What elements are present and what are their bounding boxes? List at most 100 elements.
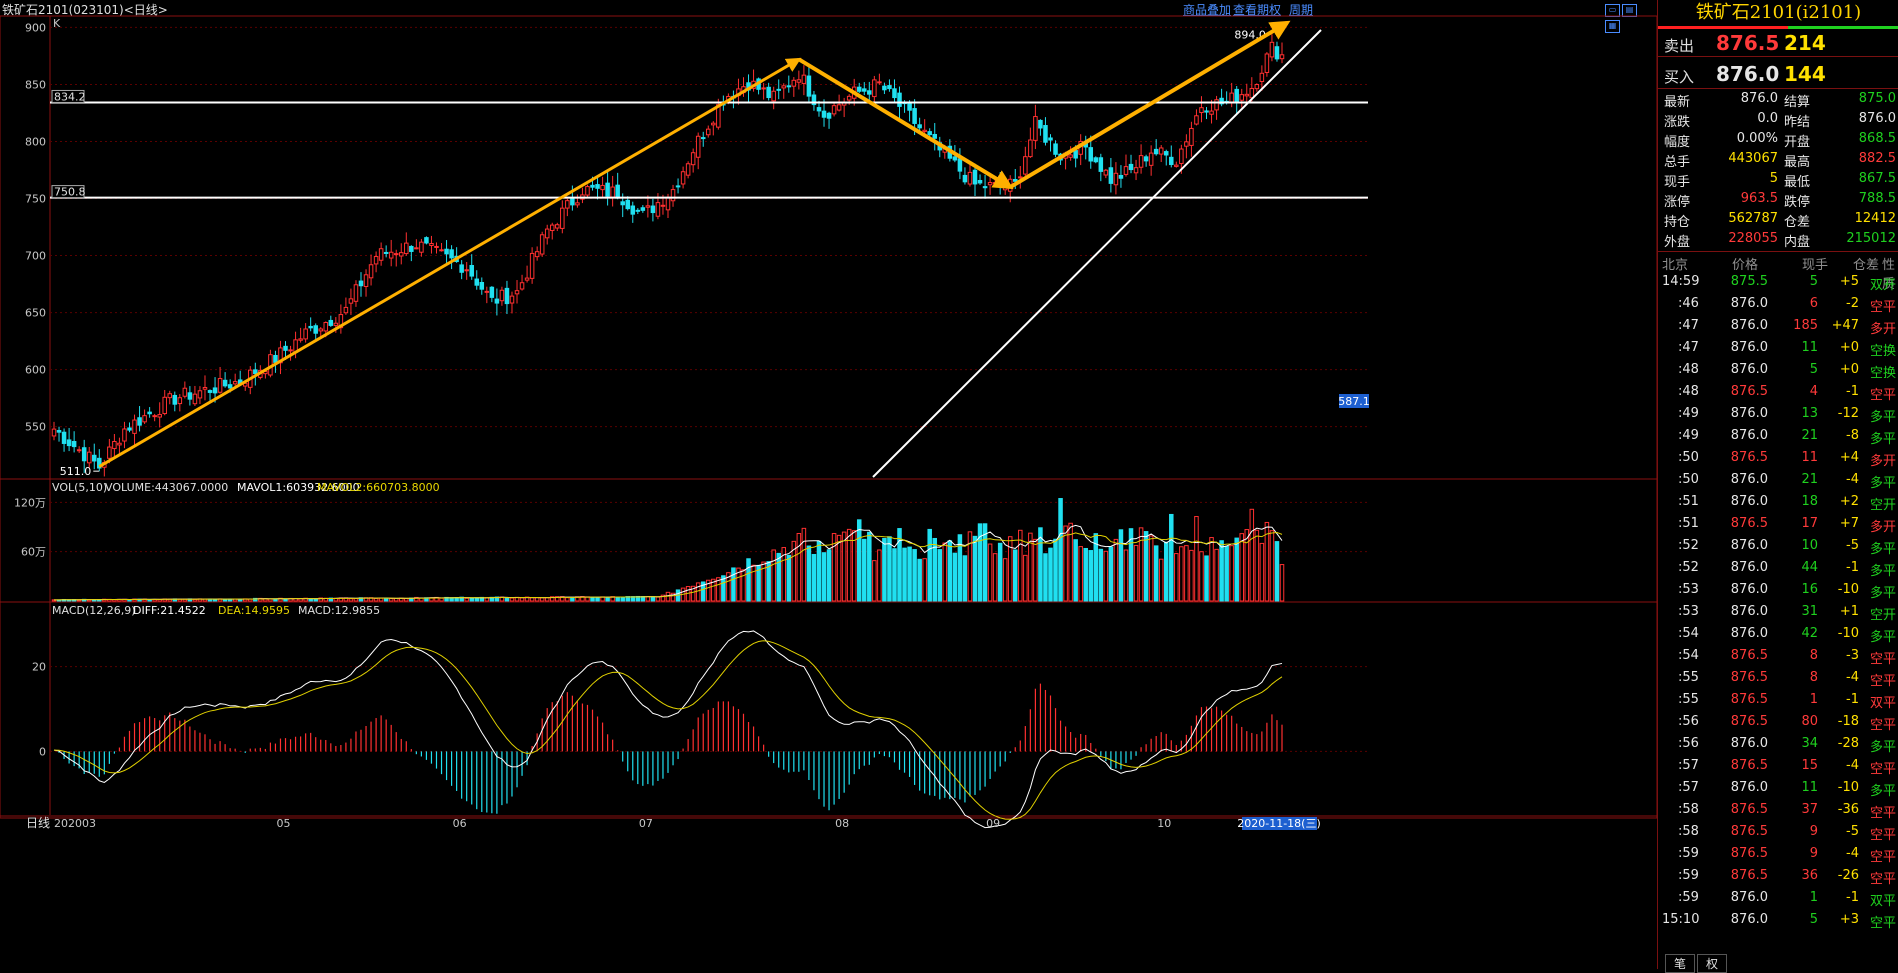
candle-body — [494, 298, 500, 304]
tick-nature: 空开 — [1870, 498, 1897, 513]
volume-bar — [1078, 546, 1083, 602]
candle — [1163, 149, 1169, 166]
view-options-button[interactable]: 查看期权 — [1233, 3, 1282, 17]
tick-row[interactable]: :57 876.0 11 -10 多平 — [1658, 780, 1898, 802]
volume-bar — [1184, 545, 1189, 602]
candle — [675, 178, 681, 194]
candle — [1033, 104, 1038, 150]
candle — [71, 431, 77, 453]
candle-body — [549, 224, 555, 232]
tick-row[interactable]: :47 876.0 11 +0 空换 — [1658, 340, 1898, 362]
candle — [409, 245, 414, 262]
tab-rights[interactable]: 权 — [1697, 954, 1728, 973]
candle-body — [434, 245, 439, 248]
candle — [771, 86, 776, 110]
tick-row[interactable]: :55 876.5 1 -1 双平 — [1658, 692, 1898, 714]
kline-chart[interactable]: 550 600 650 700 750 800 850 900 K 834.2 750.8 511.0… — [0, 0, 1657, 969]
tick-row[interactable]: :48 876.5 4 -1 空平 — [1658, 384, 1898, 406]
tick-row[interactable]: :58 876.5 9 -5 空平 — [1658, 824, 1898, 846]
tick-row[interactable]: :52 876.0 10 -5 多平 — [1658, 538, 1898, 560]
tick-row[interactable]: :56 876.5 80 -18 空平 — [1658, 714, 1898, 736]
cursor-date-label: 2020-11-18(三) — [1237, 817, 1321, 830]
candle-body — [197, 390, 203, 399]
candle-body — [1189, 127, 1194, 146]
tick-price: 876.0 — [1730, 912, 1768, 927]
volume-bar — [544, 597, 550, 602]
tick-row[interactable]: :50 876.0 21 -4 多平 — [1658, 472, 1898, 494]
volume-bar — [650, 596, 656, 602]
tick-row[interactable]: :51 876.5 17 +7 多开 — [1658, 516, 1898, 538]
candle-body — [585, 186, 590, 196]
macd-indicator-label: MACD(12,26,9) — [52, 604, 136, 617]
commodity-overlay-button[interactable]: 商品叠加 — [1183, 3, 1232, 17]
sell-label: 卖出 — [1664, 37, 1695, 55]
candle-body — [1023, 156, 1028, 175]
stat-label: 幅度 — [1664, 135, 1691, 150]
stat-label: 结算 — [1784, 95, 1811, 110]
tick-row[interactable]: :59 876.5 9 -4 空平 — [1658, 846, 1898, 868]
candle — [1214, 95, 1219, 120]
tick-row[interactable]: :49 876.0 13 -12 多平 — [1658, 406, 1898, 428]
tick-row[interactable]: :47 876.0 185 +47 多开 — [1658, 318, 1898, 340]
candle — [806, 65, 812, 103]
candle-body — [318, 328, 323, 332]
tick-row[interactable]: :54 876.5 8 -3 空平 — [1658, 648, 1898, 670]
volume-bar — [992, 553, 998, 602]
tick-oi-change: +2 — [1839, 494, 1859, 509]
tick-row[interactable]: :54 876.0 42 -10 多平 — [1658, 626, 1898, 648]
volume-bar — [846, 528, 852, 602]
tick-row[interactable]: :59 876.0 1 -1 双平 — [1658, 890, 1898, 912]
macd-value-label: MACD:12.9855 — [298, 604, 380, 617]
candle-body — [831, 105, 837, 115]
stat-label: 涨停 — [1664, 195, 1691, 210]
grid-icon[interactable]: ▦ — [1605, 20, 1620, 33]
tick-row[interactable]: :57 876.5 15 -4 空平 — [1658, 758, 1898, 780]
candle — [751, 69, 756, 92]
tab-ticks[interactable]: 笔 — [1665, 954, 1696, 973]
candle-body — [273, 354, 278, 363]
tick-row[interactable]: :59 876.5 36 -26 空平 — [1658, 868, 1898, 890]
stat-row: 持仓 562787 仓差 12412 — [1658, 211, 1898, 231]
stat-label: 内盘 — [1784, 235, 1811, 250]
tick-nature: 空开 — [1870, 608, 1897, 623]
cursor-date-box — [1242, 817, 1317, 830]
tick-volume: 37 — [1801, 802, 1818, 817]
candle-body — [56, 430, 62, 433]
tick-row[interactable]: :58 876.5 37 -36 空平 — [1658, 802, 1898, 824]
candle-body — [1244, 93, 1250, 97]
candle-body — [71, 441, 77, 448]
tick-row[interactable]: :53 876.0 16 -10 多平 — [1658, 582, 1898, 604]
candle-body — [690, 152, 696, 166]
volume-bar — [1068, 522, 1073, 602]
candle — [1113, 162, 1119, 195]
tick-row[interactable]: :52 876.0 44 -1 多平 — [1658, 560, 1898, 582]
tick-row[interactable]: :49 876.0 21 -8 多平 — [1658, 428, 1898, 450]
candle-body — [1088, 147, 1094, 162]
candle-body — [1279, 54, 1285, 60]
candle-body — [378, 248, 384, 261]
candle-body — [630, 205, 636, 215]
candle — [353, 280, 359, 307]
tick-row[interactable]: :56 876.0 34 -28 多平 — [1658, 736, 1898, 758]
tick-row[interactable]: 15:10 876.0 5 +3 空平 — [1658, 912, 1898, 934]
volume-bar — [1163, 541, 1169, 602]
candle — [872, 75, 877, 102]
candle — [474, 270, 480, 290]
tick-row[interactable]: :55 876.5 8 -4 空平 — [1658, 670, 1898, 692]
tick-row[interactable]: :48 876.0 5 +0 空换 — [1658, 362, 1898, 384]
tick-row[interactable]: :53 876.0 31 +1 空开 — [1658, 604, 1898, 626]
period-button[interactable]: 周期 — [1289, 3, 1314, 17]
tick-row[interactable]: :51 876.0 18 +2 空开 — [1658, 494, 1898, 516]
tick-oi-change: +3 — [1839, 912, 1859, 927]
volume-bar — [549, 596, 555, 602]
candle-body — [1033, 116, 1038, 141]
volume-bar — [519, 597, 525, 602]
tick-price: 876.5 — [1730, 824, 1768, 839]
volume-bar — [1264, 521, 1270, 602]
tick-row[interactable]: :46 876.0 6 -2 空平 — [1658, 296, 1898, 318]
candle — [690, 148, 696, 173]
tick-row[interactable]: 14:59 875.5 5 +5 双开 — [1658, 274, 1898, 296]
tick-row[interactable]: :50 876.5 11 +4 多开 — [1658, 450, 1898, 472]
candle — [358, 272, 364, 297]
tick-oi-change: +5 — [1839, 274, 1859, 289]
